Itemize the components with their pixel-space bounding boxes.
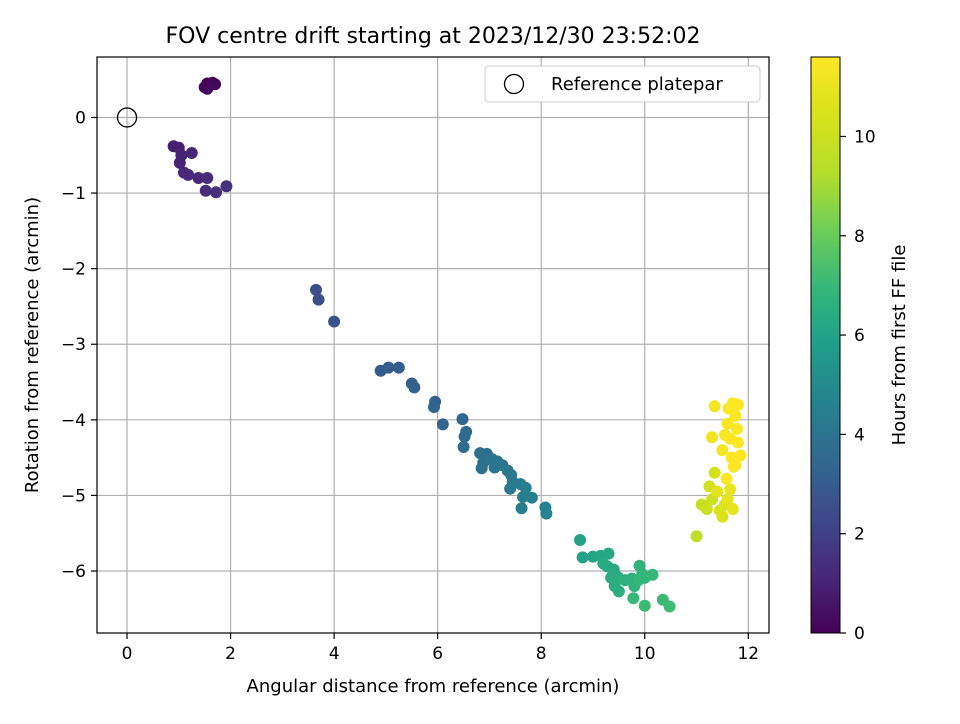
data-point xyxy=(627,592,640,605)
data-point xyxy=(392,361,405,374)
reference-point-circle xyxy=(116,107,138,128)
data-point xyxy=(436,418,449,431)
data-point xyxy=(576,551,589,564)
data-point xyxy=(525,491,538,504)
data-point xyxy=(721,417,734,430)
plot-area-frame xyxy=(96,56,770,634)
data-point xyxy=(612,585,625,598)
data-point xyxy=(602,547,615,560)
y-tick-label: −2 xyxy=(61,260,86,280)
y-tick-label: −4 xyxy=(61,411,86,431)
data-point xyxy=(457,441,470,454)
data-point xyxy=(517,490,530,503)
data-point xyxy=(721,493,734,506)
grid xyxy=(97,57,769,633)
data-point xyxy=(458,430,471,443)
colorbar-tick-label: 6 xyxy=(854,326,865,346)
data-point xyxy=(724,483,737,496)
data-points xyxy=(167,76,747,613)
x-tick-label: 0 xyxy=(122,644,133,664)
data-point xyxy=(456,413,469,426)
data-point xyxy=(192,171,205,184)
x-tick-label: 6 xyxy=(432,644,443,664)
x-axis: 0 2 4 6 8 10 12 xyxy=(122,633,759,664)
data-point xyxy=(711,485,724,498)
data-point xyxy=(515,502,528,515)
data-point xyxy=(182,168,195,181)
colorbar-ticks: 0 2 4 6 8 10 xyxy=(840,127,876,644)
data-point xyxy=(706,431,719,444)
data-point xyxy=(646,568,659,581)
colorbar: 0 2 4 6 8 10 Hours from first FF file xyxy=(810,56,910,644)
y-axis-label: Rotation from reference (arcmin) xyxy=(22,197,43,493)
y-axis: 0 −1 −2 −3 −4 −5 −6 xyxy=(61,108,97,582)
data-point xyxy=(724,432,737,445)
reference-platepar-marker xyxy=(116,107,138,128)
data-point xyxy=(309,283,322,296)
data-point xyxy=(408,381,421,394)
data-point xyxy=(663,600,676,613)
data-point xyxy=(708,466,721,479)
data-point xyxy=(716,510,729,523)
x-tick-label: 2 xyxy=(225,644,236,664)
data-point xyxy=(726,503,739,516)
data-point xyxy=(428,400,441,413)
x-axis-label: Angular distance from reference (arcmin) xyxy=(247,676,620,697)
data-point xyxy=(720,472,733,485)
data-point xyxy=(504,482,517,495)
data-point xyxy=(730,422,743,435)
data-point xyxy=(201,171,214,184)
data-point xyxy=(708,400,721,413)
data-point xyxy=(475,462,488,475)
y-tick-label: 0 xyxy=(75,108,86,128)
colorbar-tick-label: 0 xyxy=(854,624,865,644)
data-point xyxy=(729,459,742,472)
data-point xyxy=(210,186,223,199)
legend: Reference platepar xyxy=(484,65,761,103)
data-point xyxy=(690,530,703,543)
y-tick-label: −1 xyxy=(61,184,86,204)
data-point xyxy=(574,534,587,547)
x-tick-label: 12 xyxy=(737,644,759,664)
data-point xyxy=(632,574,645,587)
colorbar-tick-label: 4 xyxy=(854,425,865,445)
data-point xyxy=(731,398,744,411)
data-point xyxy=(199,184,212,197)
data-point xyxy=(220,180,233,193)
data-point xyxy=(519,481,532,494)
data-point xyxy=(716,444,729,457)
colorbar-tick-label: 10 xyxy=(854,127,876,147)
data-point xyxy=(638,599,651,612)
data-point xyxy=(540,507,553,520)
legend-marker-icon xyxy=(503,73,525,95)
legend-label: Reference platepar xyxy=(551,74,723,95)
colorbar-label: Hours from first FF file xyxy=(889,245,910,446)
data-point xyxy=(729,410,742,423)
x-tick-label: 8 xyxy=(536,644,547,664)
data-point xyxy=(382,361,395,374)
colorbar-gradient xyxy=(810,56,841,634)
data-point xyxy=(312,293,325,306)
chart-title: FOV centre drift starting at 2023/12/30 … xyxy=(166,24,701,49)
x-tick-label: 10 xyxy=(634,644,656,664)
data-point xyxy=(734,449,747,462)
data-point xyxy=(201,82,214,95)
y-tick-label: −3 xyxy=(61,335,86,355)
y-tick-label: −6 xyxy=(61,562,86,582)
colorbar-tick-label: 8 xyxy=(854,227,865,247)
colorbar-tick-label: 2 xyxy=(854,525,865,545)
x-tick-label: 4 xyxy=(329,644,340,664)
data-point xyxy=(700,503,713,516)
data-point xyxy=(173,156,186,169)
legend-box xyxy=(484,65,761,103)
data-point xyxy=(185,147,198,159)
data-point xyxy=(328,315,341,328)
y-tick-label: −5 xyxy=(61,486,86,506)
